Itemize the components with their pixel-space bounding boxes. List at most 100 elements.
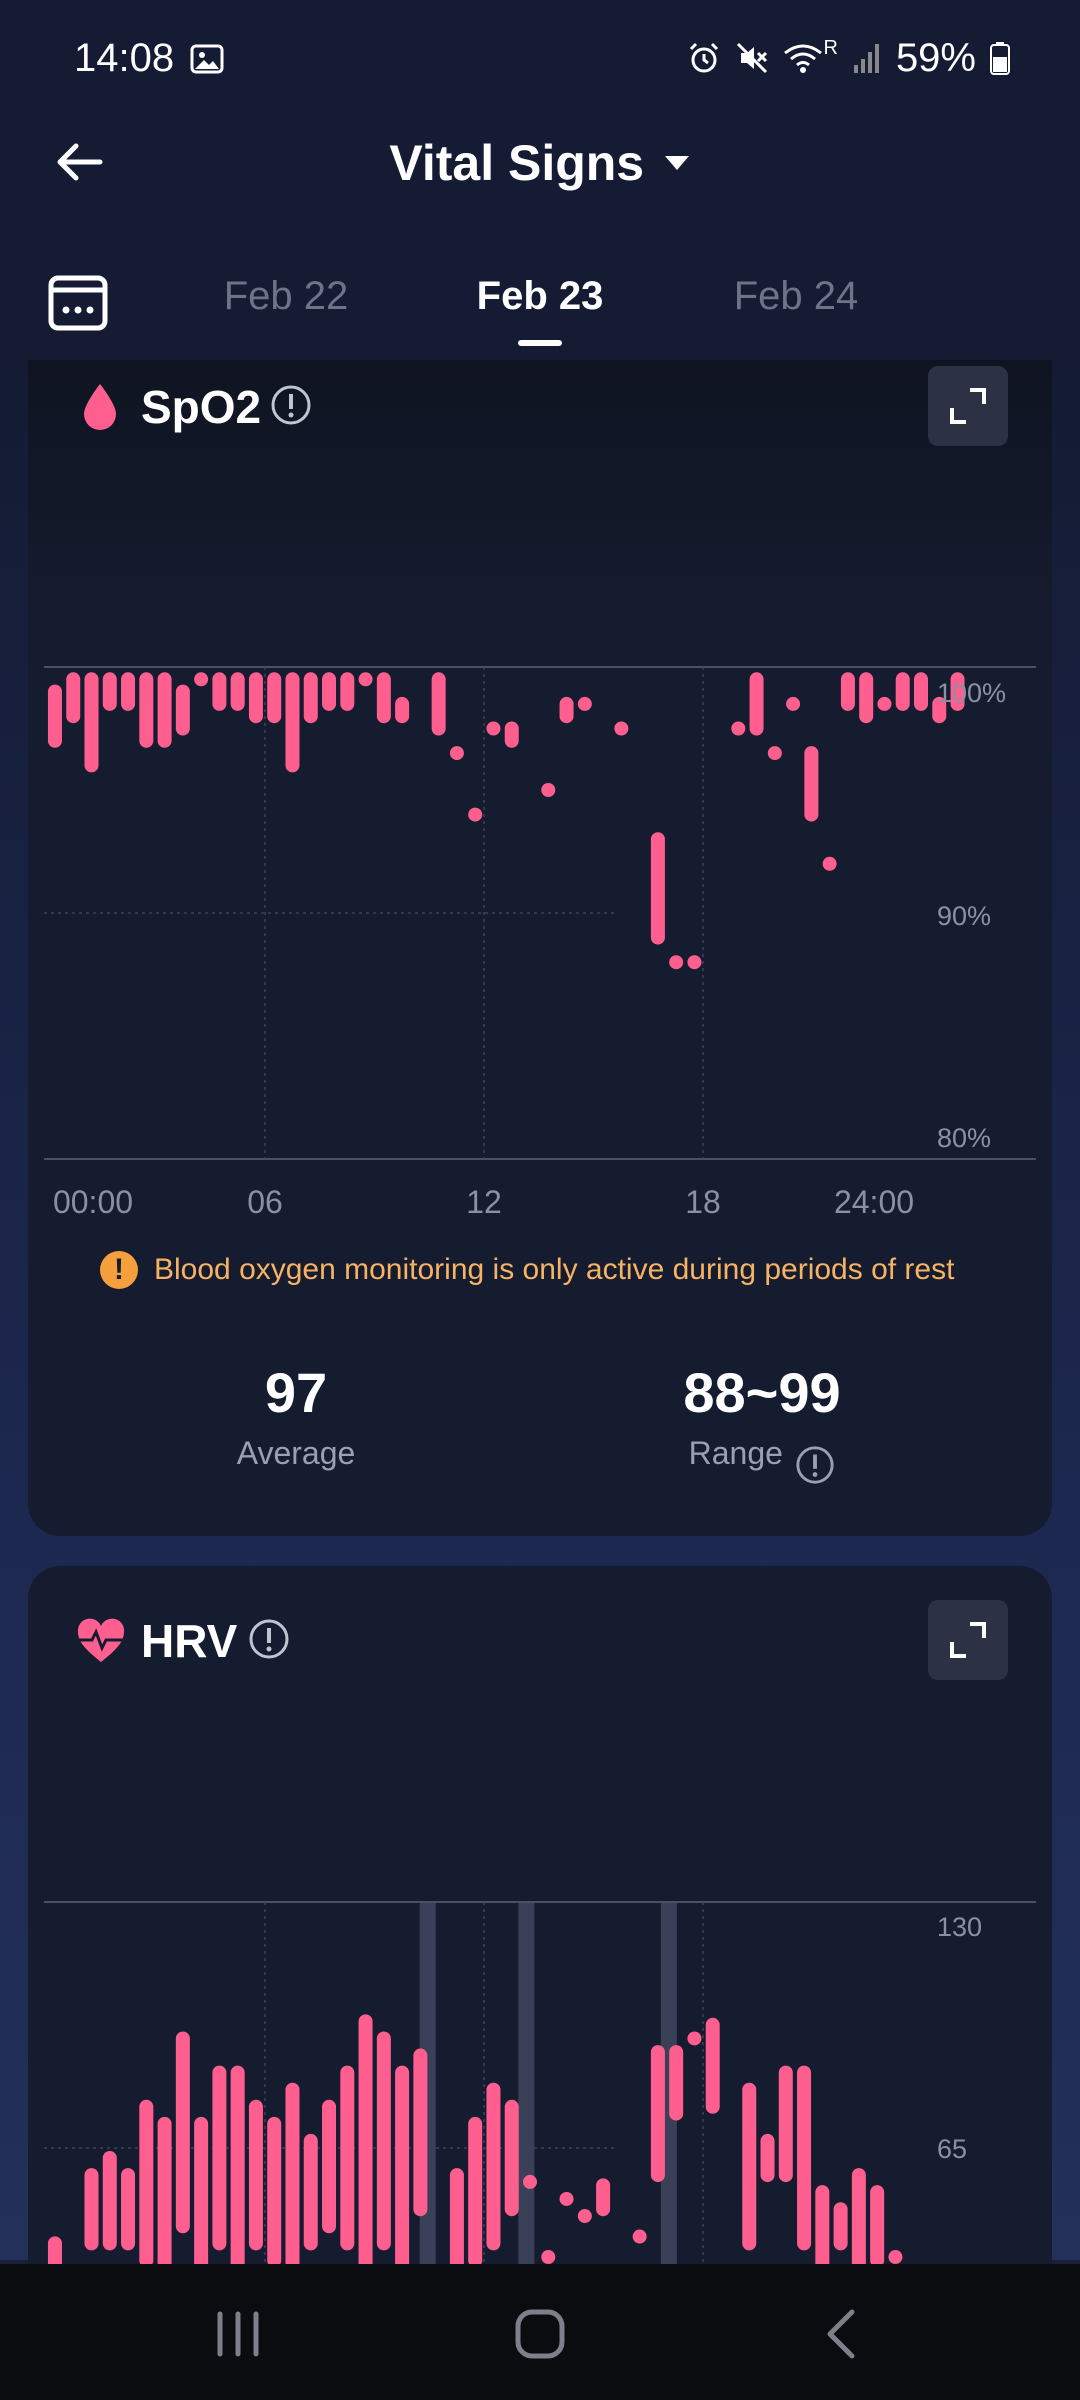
spo2-bar — [47, 684, 62, 748]
x-tick-06: 06 — [247, 1184, 283, 1220]
hrv-bar — [413, 2048, 428, 2217]
hrv-bar — [267, 2116, 282, 2266]
hrv-bar — [632, 2229, 647, 2244]
hrv-bar — [870, 2185, 885, 2266]
background-top — [0, 0, 1080, 360]
alarm-icon — [690, 42, 719, 73]
range-info-icon[interactable] — [795, 1445, 835, 1485]
hrv-bar — [395, 2065, 410, 2266]
expand-button[interactable] — [928, 366, 1008, 446]
image-notification-icon — [190, 44, 224, 74]
status-time: 14:08 — [74, 36, 175, 80]
recents-icon[interactable] — [208, 2304, 268, 2364]
spo2-bar — [914, 672, 928, 711]
info-icon[interactable] — [248, 1618, 290, 1660]
spo2-bar — [84, 672, 99, 773]
info-icon[interactable] — [270, 384, 312, 426]
active-tab-indicator — [518, 340, 562, 346]
spo2-bar — [767, 746, 782, 761]
x-tick-18: 18 — [685, 1184, 721, 1220]
spo2-bar — [395, 696, 410, 724]
spo2-bar — [786, 696, 801, 711]
hrv-bar — [797, 2065, 812, 2251]
spo2-bar — [175, 684, 190, 736]
hrv-bar — [157, 2116, 172, 2266]
calendar-icon[interactable] — [46, 270, 110, 334]
hrv-bar — [340, 2065, 355, 2251]
battery-icon — [990, 42, 1010, 75]
spo2-title: SpO2 — [141, 381, 262, 433]
back-icon[interactable] — [812, 2304, 872, 2364]
hrv-bar — [523, 2174, 538, 2189]
hrv-bar — [468, 2116, 483, 2266]
hrv-bar — [358, 2014, 373, 2266]
spo2-bar — [303, 672, 318, 724]
spo2-bar — [468, 807, 483, 822]
spo2-grid — [44, 666, 1036, 1160]
spo2-bar — [822, 856, 837, 871]
tab-feb-22[interactable]: Feb 22 — [223, 274, 349, 318]
system-nav-bar — [0, 2264, 1080, 2400]
spo2-bar — [895, 672, 910, 711]
status-bar: 14:08 R 59% — [0, 0, 1080, 120]
hrv-bar — [778, 2065, 793, 2183]
spo2-bar — [157, 672, 172, 748]
warning-icon: ! — [100, 1251, 138, 1289]
spo2-bar — [559, 696, 574, 724]
blood-drop-icon — [84, 384, 116, 430]
hrv-bar — [760, 2133, 775, 2183]
hrv-y-tick-130: 130 — [937, 1912, 982, 1942]
hrv-bar — [212, 2065, 227, 2251]
spo2-bar — [541, 783, 556, 797]
page-title: Vital Signs — [389, 135, 645, 191]
spo2-bar — [950, 672, 965, 711]
spo2-bar — [322, 672, 337, 711]
spo2-bar — [504, 721, 519, 748]
spo2-bar — [877, 696, 892, 711]
spo2-bar — [614, 721, 629, 736]
spo2-bar — [340, 672, 355, 711]
spo2-bar — [194, 672, 209, 687]
tab-feb-23[interactable]: Feb 23 — [476, 274, 604, 318]
expand-icon — [950, 388, 986, 424]
range-value: 88~99 — [683, 1361, 841, 1424]
range-stat: 88~99 Range — [562, 1360, 962, 1485]
tab-feb-24[interactable]: Feb 24 — [733, 274, 859, 318]
hrv-bar — [669, 2045, 684, 2121]
hrv-card: HRV 130 65 — [28, 1566, 1052, 2366]
signal-icon — [853, 44, 879, 73]
average-value: 97 — [264, 1361, 328, 1424]
mute-icon — [737, 42, 768, 74]
hrv-chart: 130 65 — [44, 1901, 1036, 2266]
hrv-bar — [705, 2017, 720, 2114]
hrv-bar — [248, 2099, 263, 2251]
y-tick-100: 100% — [937, 678, 1006, 708]
hrv-bar — [596, 2178, 611, 2217]
hrv-y-tick-65: 65 — [937, 2134, 967, 2164]
hrv-bar — [376, 2031, 391, 2251]
spo2-bar — [102, 672, 117, 711]
hrv-bar — [577, 2209, 592, 2224]
hrv-grid — [44, 1901, 1036, 2266]
home-icon[interactable] — [510, 2304, 570, 2364]
title-dropdown[interactable]: Vital Signs — [0, 134, 1080, 192]
expand-button[interactable] — [928, 1600, 1008, 1680]
spo2-bar — [230, 672, 245, 711]
hrv-bar — [175, 2031, 190, 2234]
spo2-bar — [358, 672, 373, 687]
heart-pulse-icon — [77, 1618, 125, 1662]
hrv-bar — [559, 2191, 574, 2206]
hrv-bar — [815, 2185, 830, 2266]
expand-icon — [950, 1622, 986, 1658]
back-arrow-icon[interactable] — [48, 130, 112, 194]
roaming-indicator: R — [823, 36, 838, 59]
spo2-bar — [267, 672, 282, 724]
spo2-bar — [577, 696, 592, 711]
spo2-chart: 100% 90% 80% 00:00 06 12 18 24:00 — [44, 666, 1036, 1220]
spo2-bar — [449, 746, 464, 761]
hrv-bar — [139, 2099, 154, 2266]
average-label: Average — [236, 1435, 356, 1471]
rest-monitoring-notice: ! Blood oxygen monitoring is only active… — [100, 1250, 954, 1290]
spo2-bar — [650, 832, 665, 945]
x-tick-0000: 00:00 — [53, 1184, 133, 1220]
